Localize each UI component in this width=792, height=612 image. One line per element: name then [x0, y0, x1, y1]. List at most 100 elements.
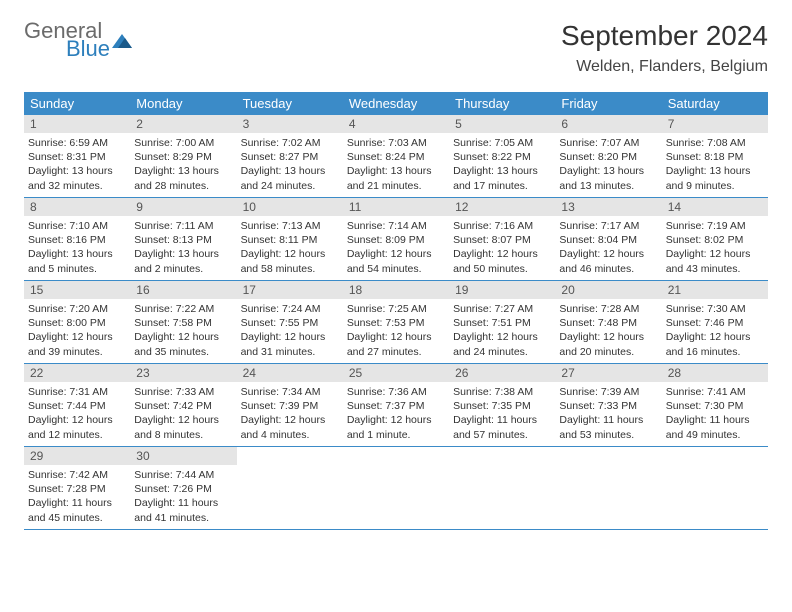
day-content: Sunrise: 7:33 AMSunset: 7:42 PMDaylight:… — [130, 382, 236, 445]
day-content: Sunrise: 7:05 AMSunset: 8:22 PMDaylight:… — [449, 133, 555, 196]
day-cell: 5Sunrise: 7:05 AMSunset: 8:22 PMDaylight… — [449, 115, 555, 197]
title-block: September 2024 Welden, Flanders, Belgium — [561, 20, 768, 76]
day-number: 13 — [555, 198, 661, 216]
week-row: 1Sunrise: 6:59 AMSunset: 8:31 PMDaylight… — [24, 115, 768, 198]
day-content: Sunrise: 7:36 AMSunset: 7:37 PMDaylight:… — [343, 382, 449, 445]
day-number: 1 — [24, 115, 130, 133]
day-cell: 18Sunrise: 7:25 AMSunset: 7:53 PMDayligh… — [343, 281, 449, 363]
empty-cell — [343, 447, 449, 529]
day-number: 6 — [555, 115, 661, 133]
logo: General Blue — [24, 20, 132, 60]
day-content: Sunrise: 7:30 AMSunset: 7:46 PMDaylight:… — [662, 299, 768, 362]
day-content: Sunrise: 7:38 AMSunset: 7:35 PMDaylight:… — [449, 382, 555, 445]
day-cell: 3Sunrise: 7:02 AMSunset: 8:27 PMDaylight… — [237, 115, 343, 197]
day-number: 25 — [343, 364, 449, 382]
logo-triangle-icon — [112, 32, 132, 48]
day-number: 29 — [24, 447, 130, 465]
day-cell: 29Sunrise: 7:42 AMSunset: 7:28 PMDayligh… — [24, 447, 130, 529]
day-number: 14 — [662, 198, 768, 216]
empty-cell — [662, 447, 768, 529]
day-number: 20 — [555, 281, 661, 299]
day-number: 21 — [662, 281, 768, 299]
day-number: 18 — [343, 281, 449, 299]
logo-text: General Blue — [24, 20, 110, 60]
day-cell: 25Sunrise: 7:36 AMSunset: 7:37 PMDayligh… — [343, 364, 449, 446]
day-header-cell: Sunday — [24, 92, 130, 115]
day-content: Sunrise: 7:24 AMSunset: 7:55 PMDaylight:… — [237, 299, 343, 362]
day-header-cell: Tuesday — [237, 92, 343, 115]
empty-cell — [237, 447, 343, 529]
day-number: 3 — [237, 115, 343, 133]
day-number: 10 — [237, 198, 343, 216]
day-cell: 30Sunrise: 7:44 AMSunset: 7:26 PMDayligh… — [130, 447, 236, 529]
day-content: Sunrise: 7:31 AMSunset: 7:44 PMDaylight:… — [24, 382, 130, 445]
day-cell: 21Sunrise: 7:30 AMSunset: 7:46 PMDayligh… — [662, 281, 768, 363]
day-content: Sunrise: 7:08 AMSunset: 8:18 PMDaylight:… — [662, 133, 768, 196]
day-header-cell: Friday — [555, 92, 661, 115]
day-number: 22 — [24, 364, 130, 382]
day-cell: 20Sunrise: 7:28 AMSunset: 7:48 PMDayligh… — [555, 281, 661, 363]
day-cell: 4Sunrise: 7:03 AMSunset: 8:24 PMDaylight… — [343, 115, 449, 197]
day-header-cell: Monday — [130, 92, 236, 115]
day-content: Sunrise: 7:02 AMSunset: 8:27 PMDaylight:… — [237, 133, 343, 196]
day-cell: 9Sunrise: 7:11 AMSunset: 8:13 PMDaylight… — [130, 198, 236, 280]
day-number: 28 — [662, 364, 768, 382]
day-content: Sunrise: 7:14 AMSunset: 8:09 PMDaylight:… — [343, 216, 449, 279]
day-cell: 2Sunrise: 7:00 AMSunset: 8:29 PMDaylight… — [130, 115, 236, 197]
day-number: 2 — [130, 115, 236, 133]
day-cell: 16Sunrise: 7:22 AMSunset: 7:58 PMDayligh… — [130, 281, 236, 363]
day-number: 19 — [449, 281, 555, 299]
day-number: 24 — [237, 364, 343, 382]
day-content: Sunrise: 7:39 AMSunset: 7:33 PMDaylight:… — [555, 382, 661, 445]
day-content: Sunrise: 7:19 AMSunset: 8:02 PMDaylight:… — [662, 216, 768, 279]
day-content: Sunrise: 7:17 AMSunset: 8:04 PMDaylight:… — [555, 216, 661, 279]
day-header-cell: Thursday — [449, 92, 555, 115]
day-content: Sunrise: 7:00 AMSunset: 8:29 PMDaylight:… — [130, 133, 236, 196]
weeks-container: 1Sunrise: 6:59 AMSunset: 8:31 PMDaylight… — [24, 115, 768, 530]
day-cell: 8Sunrise: 7:10 AMSunset: 8:16 PMDaylight… — [24, 198, 130, 280]
week-row: 22Sunrise: 7:31 AMSunset: 7:44 PMDayligh… — [24, 364, 768, 447]
day-content: Sunrise: 7:03 AMSunset: 8:24 PMDaylight:… — [343, 133, 449, 196]
day-header-cell: Saturday — [662, 92, 768, 115]
day-content: Sunrise: 7:20 AMSunset: 8:00 PMDaylight:… — [24, 299, 130, 362]
day-content: Sunrise: 7:11 AMSunset: 8:13 PMDaylight:… — [130, 216, 236, 279]
header: General Blue September 2024 Welden, Flan… — [24, 20, 768, 76]
day-cell: 15Sunrise: 7:20 AMSunset: 8:00 PMDayligh… — [24, 281, 130, 363]
day-content: Sunrise: 7:13 AMSunset: 8:11 PMDaylight:… — [237, 216, 343, 279]
day-cell: 22Sunrise: 7:31 AMSunset: 7:44 PMDayligh… — [24, 364, 130, 446]
day-cell: 24Sunrise: 7:34 AMSunset: 7:39 PMDayligh… — [237, 364, 343, 446]
day-content: Sunrise: 7:34 AMSunset: 7:39 PMDaylight:… — [237, 382, 343, 445]
day-content: Sunrise: 7:22 AMSunset: 7:58 PMDaylight:… — [130, 299, 236, 362]
day-number: 15 — [24, 281, 130, 299]
day-content: Sunrise: 7:41 AMSunset: 7:30 PMDaylight:… — [662, 382, 768, 445]
empty-cell — [555, 447, 661, 529]
day-content: Sunrise: 6:59 AMSunset: 8:31 PMDaylight:… — [24, 133, 130, 196]
day-number: 17 — [237, 281, 343, 299]
day-number: 27 — [555, 364, 661, 382]
day-content: Sunrise: 7:10 AMSunset: 8:16 PMDaylight:… — [24, 216, 130, 279]
day-number: 8 — [24, 198, 130, 216]
day-content: Sunrise: 7:25 AMSunset: 7:53 PMDaylight:… — [343, 299, 449, 362]
day-cell: 1Sunrise: 6:59 AMSunset: 8:31 PMDaylight… — [24, 115, 130, 197]
day-cell: 27Sunrise: 7:39 AMSunset: 7:33 PMDayligh… — [555, 364, 661, 446]
logo-word-blue: Blue — [66, 38, 110, 60]
day-content: Sunrise: 7:07 AMSunset: 8:20 PMDaylight:… — [555, 133, 661, 196]
day-header-cell: Wednesday — [343, 92, 449, 115]
day-cell: 13Sunrise: 7:17 AMSunset: 8:04 PMDayligh… — [555, 198, 661, 280]
day-header-row: SundayMondayTuesdayWednesdayThursdayFrid… — [24, 92, 768, 115]
day-cell: 11Sunrise: 7:14 AMSunset: 8:09 PMDayligh… — [343, 198, 449, 280]
day-cell: 6Sunrise: 7:07 AMSunset: 8:20 PMDaylight… — [555, 115, 661, 197]
week-row: 8Sunrise: 7:10 AMSunset: 8:16 PMDaylight… — [24, 198, 768, 281]
day-content: Sunrise: 7:42 AMSunset: 7:28 PMDaylight:… — [24, 465, 130, 528]
day-cell: 28Sunrise: 7:41 AMSunset: 7:30 PMDayligh… — [662, 364, 768, 446]
day-cell: 19Sunrise: 7:27 AMSunset: 7:51 PMDayligh… — [449, 281, 555, 363]
calendar-grid: SundayMondayTuesdayWednesdayThursdayFrid… — [24, 92, 768, 530]
day-cell: 17Sunrise: 7:24 AMSunset: 7:55 PMDayligh… — [237, 281, 343, 363]
day-number: 30 — [130, 447, 236, 465]
day-cell: 26Sunrise: 7:38 AMSunset: 7:35 PMDayligh… — [449, 364, 555, 446]
day-number: 16 — [130, 281, 236, 299]
day-number: 23 — [130, 364, 236, 382]
day-number: 4 — [343, 115, 449, 133]
day-cell: 7Sunrise: 7:08 AMSunset: 8:18 PMDaylight… — [662, 115, 768, 197]
day-number: 7 — [662, 115, 768, 133]
